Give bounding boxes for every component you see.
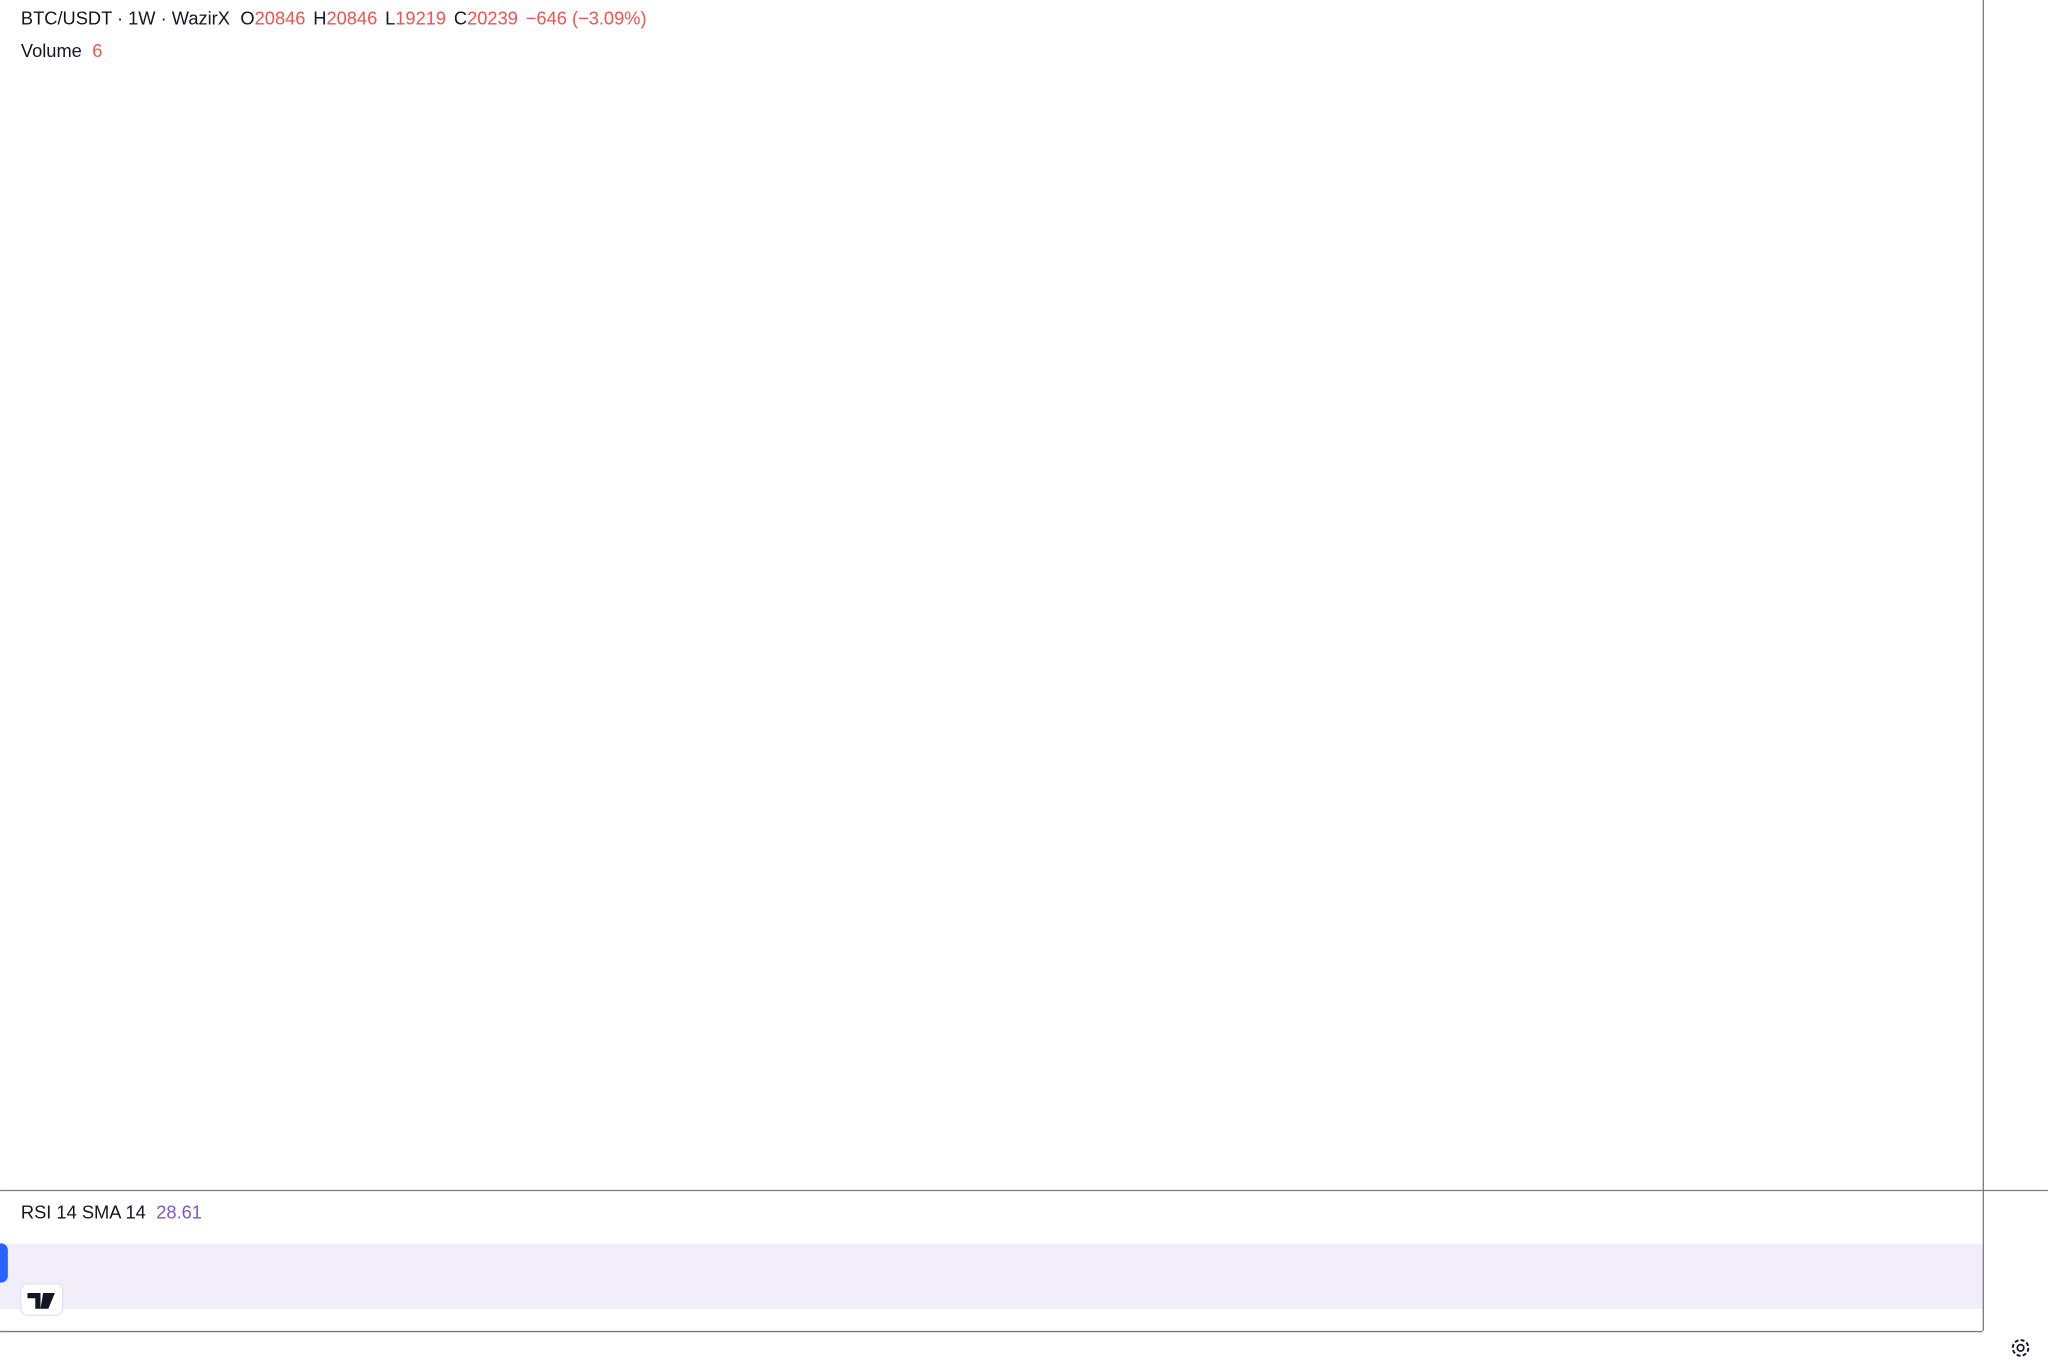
- volume-value: 6: [92, 40, 102, 61]
- ohlc-label: O: [240, 7, 254, 28]
- ohlc-value: 20239: [467, 7, 518, 28]
- legend: BTC/USDT · 1W · WazirX O20846 H20846 L19219…: [21, 7, 647, 28]
- rsi-legend: RSI 14 SMA 14 28.61: [21, 1201, 202, 1222]
- ohlc-value: 20846: [255, 7, 306, 28]
- ohlc-label: L: [385, 7, 395, 28]
- symbol-title: BTC/USDT · 1W · WazirX: [21, 7, 230, 28]
- logo: [20, 1283, 64, 1316]
- ohlc-value: 20846: [326, 7, 377, 28]
- ohlc-label: H: [313, 7, 326, 28]
- ohlc-label: C: [454, 7, 467, 28]
- rsi-band: [0, 1243, 1983, 1309]
- ohlc-value: 19219: [395, 7, 446, 28]
- side-tab[interactable]: [0, 1243, 8, 1283]
- volume-legend: Volume 6: [21, 40, 103, 61]
- change: −646 (−3.09%): [526, 7, 647, 28]
- rsi-value: 28.61: [156, 1201, 202, 1222]
- rsi-label: RSI 14 SMA 14: [21, 1201, 146, 1222]
- volume-label: Volume: [21, 40, 82, 61]
- settings-icon[interactable]: [2011, 1339, 2030, 1357]
